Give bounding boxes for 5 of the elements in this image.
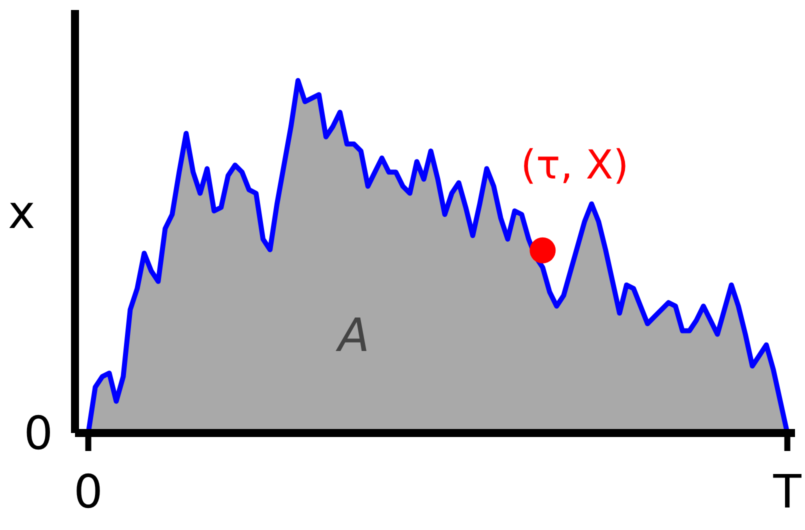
- y-axis-title: x: [8, 184, 36, 239]
- x-tick-label: T: [772, 464, 802, 519]
- annotation: A: [335, 308, 370, 362]
- annotation: (τ, X): [520, 142, 629, 188]
- text: 0: [24, 406, 53, 460]
